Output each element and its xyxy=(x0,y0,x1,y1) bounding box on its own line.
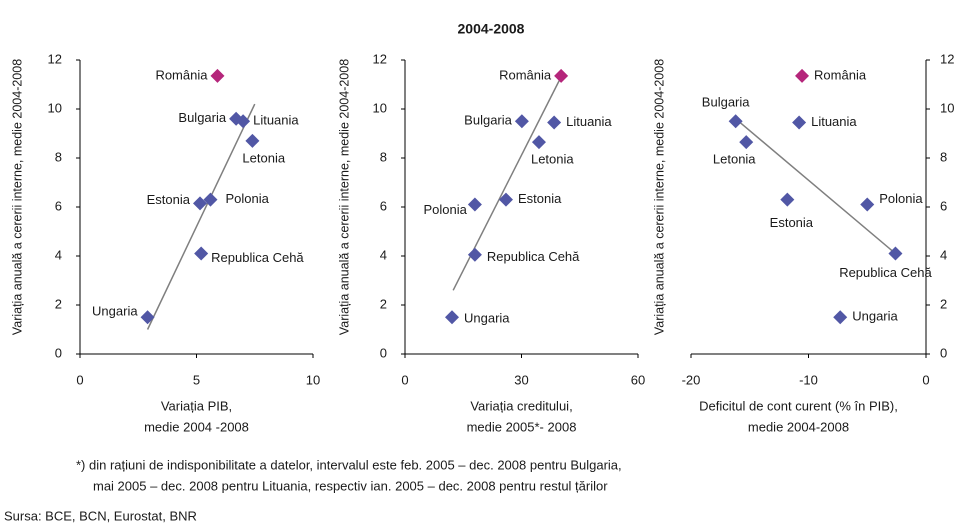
point-label: Letonia xyxy=(242,150,285,165)
y-tick-label: 10 xyxy=(373,100,387,115)
source: Sursa: BCE, BCN, Eurostat, BNR xyxy=(4,508,197,523)
point xyxy=(245,133,260,148)
y-tick-label: 0 xyxy=(940,345,947,360)
point-label: România xyxy=(155,67,208,82)
x-tick-label: 0 xyxy=(401,372,408,387)
y-tick-label: 10 xyxy=(940,100,954,115)
x-tick-label: -10 xyxy=(799,372,818,387)
x-axis-label: Variația PIB, xyxy=(161,398,232,413)
y-tick-label: 6 xyxy=(380,198,387,213)
x-axis-label: medie 2004 -2008 xyxy=(144,419,249,434)
y-tick-label: 2 xyxy=(940,296,947,311)
point xyxy=(236,114,251,129)
point-label: Estonia xyxy=(518,191,562,206)
point-label: România xyxy=(499,67,552,82)
footnote: *) din rațiuni de indisponibilitate a da… xyxy=(76,457,622,472)
trend-line xyxy=(735,118,896,255)
point xyxy=(192,196,207,211)
y-tick-label: 6 xyxy=(940,198,947,213)
x-axis-label: medie 2005*- 2008 xyxy=(467,419,577,434)
point xyxy=(140,310,155,325)
point-label: Lituania xyxy=(566,114,612,129)
point-label: Lituania xyxy=(811,114,857,129)
y-tick-label: 8 xyxy=(380,149,387,164)
chart-title: 2004-2008 xyxy=(458,21,525,37)
y-tick-label: 4 xyxy=(940,247,947,262)
y-tick-label: 4 xyxy=(55,247,62,262)
x-tick-label: 60 xyxy=(631,372,645,387)
point xyxy=(739,135,754,150)
x-tick-label: 0 xyxy=(76,372,83,387)
point xyxy=(795,68,810,83)
point-label: Ungaria xyxy=(92,304,138,319)
y-axis-label: Variația anuală a cererii interne, medie… xyxy=(337,59,351,335)
y-tick-label: 12 xyxy=(373,51,387,66)
y-tick-label: 8 xyxy=(55,149,62,164)
point xyxy=(467,247,482,262)
x-axis-label: medie 2004-2008 xyxy=(748,419,849,434)
y-tick-label: 12 xyxy=(940,51,954,66)
x-tick-label: -20 xyxy=(682,372,701,387)
point-label: Ungaria xyxy=(852,309,898,324)
y-tick-label: 12 xyxy=(48,51,62,66)
y-axis-label: Variația anuală a cererii interne, medie… xyxy=(652,59,666,335)
point-label: Bulgaria xyxy=(178,110,226,125)
y-tick-label: 2 xyxy=(380,296,387,311)
x-tick-label: 5 xyxy=(193,372,200,387)
point-label: Bulgaria xyxy=(464,113,512,128)
point xyxy=(467,197,482,212)
point-label: Republica Cehă xyxy=(487,249,580,264)
point-label: Estonia xyxy=(770,215,814,230)
point-label: Polonia xyxy=(879,191,923,206)
x-axis-label: Deficitul de cont curent (% în PIB), xyxy=(699,398,898,413)
point-label: Estonia xyxy=(147,192,191,207)
point xyxy=(514,114,529,129)
point xyxy=(210,68,225,83)
y-tick-label: 2 xyxy=(55,296,62,311)
point-label: Polonia xyxy=(225,191,269,206)
y-tick-label: 0 xyxy=(55,345,62,360)
y-tick-label: 10 xyxy=(48,100,62,115)
point-label: Polonia xyxy=(424,202,468,217)
point xyxy=(888,246,903,261)
point-label: Ungaria xyxy=(464,311,510,326)
y-tick-label: 8 xyxy=(940,149,947,164)
point-label: Letonia xyxy=(531,152,574,167)
point xyxy=(203,192,218,207)
x-tick-label: 0 xyxy=(922,372,929,387)
point-label: Republica Cehă xyxy=(211,250,304,265)
point xyxy=(194,246,209,261)
point-label: Lituania xyxy=(253,113,299,128)
y-tick-label: 4 xyxy=(380,247,387,262)
point xyxy=(792,115,807,130)
point xyxy=(860,197,875,212)
point-label: România xyxy=(814,67,867,82)
x-tick-label: 10 xyxy=(306,372,320,387)
point xyxy=(531,135,546,150)
point xyxy=(547,115,562,130)
x-axis-label: Variația creditului, xyxy=(470,398,572,413)
point xyxy=(554,68,569,83)
point xyxy=(728,114,743,129)
point xyxy=(444,310,459,325)
point xyxy=(833,310,848,325)
point xyxy=(780,192,795,207)
y-tick-label: 0 xyxy=(380,345,387,360)
point-label: Bulgaria xyxy=(702,95,750,110)
point-label: Republica Cehă xyxy=(839,265,932,280)
point-label: Letonia xyxy=(713,152,756,167)
y-axis-label: Variația anuală a cererii interne, medie… xyxy=(10,59,24,335)
y-tick-label: 6 xyxy=(55,198,62,213)
footnote: mai 2005 – dec. 2008 pentru Lituania, re… xyxy=(93,478,608,493)
trend-line xyxy=(146,103,256,330)
x-tick-label: 30 xyxy=(514,372,528,387)
point xyxy=(498,192,513,207)
